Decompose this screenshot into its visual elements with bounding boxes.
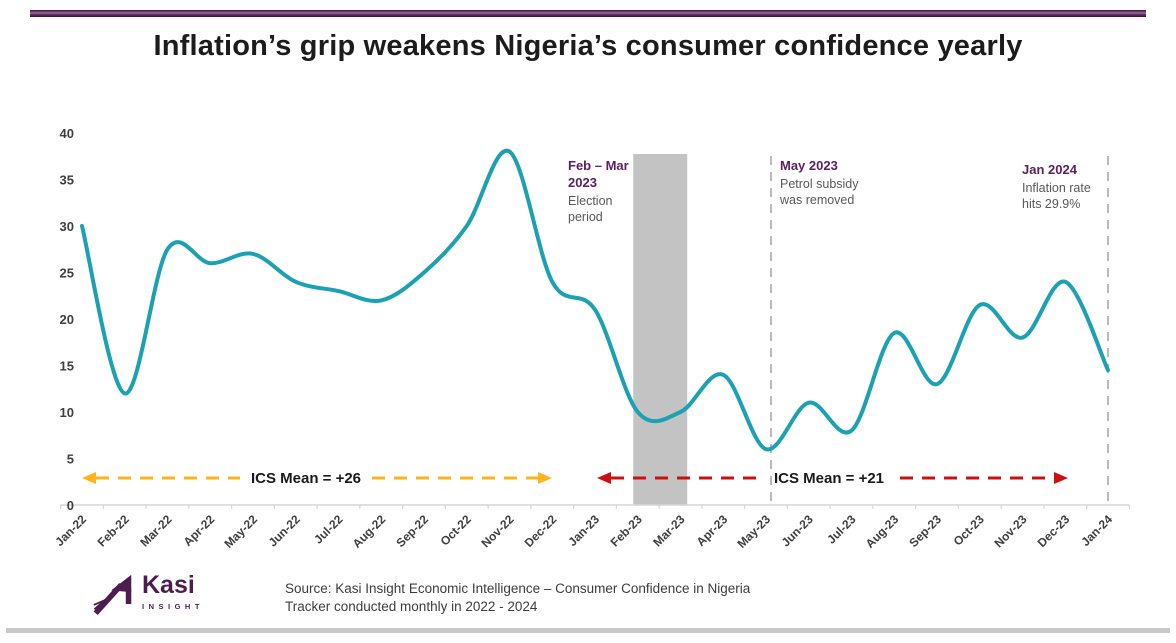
annotation-inflation-rate: Jan 2024 Inflation rate hits 29.9% [1022, 162, 1106, 212]
y-tick-label: 40 [60, 126, 74, 141]
x-tick-label: Jan-22 [52, 512, 89, 549]
x-tick-label: Aug-23 [863, 512, 902, 551]
y-tick-label: 30 [60, 219, 74, 234]
annotation-body: Petrol subsidy was removed [780, 176, 859, 208]
x-tick-label: Dec-22 [522, 512, 560, 550]
x-tick-label: Jun-23 [779, 512, 816, 549]
kasi-logo: Kasi INSIGHT [92, 571, 204, 616]
x-tick-label: Oct-22 [438, 512, 475, 549]
chart-area: 0 5 10 15 20 25 30 35 40 Jan-22 Feb-22 Mar-22 Apr-22… [0, 120, 1176, 568]
x-tick-label: Nov-23 [991, 512, 1029, 550]
y-tick-label: 5 [67, 452, 74, 467]
kasi-arrow-logo-icon [93, 574, 132, 616]
annotation-body: Election period [568, 193, 613, 225]
x-tick-label: Mar-22 [137, 512, 174, 549]
arrowhead-right-icon [1054, 472, 1068, 484]
annotation-election-period: Feb – Mar 2023 Election period [568, 158, 642, 225]
top-accent-bar [30, 10, 1146, 17]
kasi-logo-text: Kasi INSIGHT [142, 571, 204, 611]
logo-subtext: INSIGHT [142, 601, 204, 611]
x-tick-label: Feb-23 [608, 512, 645, 549]
y-tick-label: 35 [60, 173, 74, 188]
chart-title: Inflation’s grip weakens Nigeria’s consu… [153, 30, 1023, 62]
y-tick-label: 15 [60, 359, 74, 374]
x-tick-label: Mar-23 [650, 512, 687, 549]
x-tick-label: Apr-23 [694, 512, 731, 549]
footer: Kasi INSIGHT Source: Kasi Insight Econom… [0, 570, 1176, 625]
y-tick-label: 10 [60, 405, 74, 420]
x-tick-label: Jul-23 [824, 512, 859, 547]
annotation-heading: May 2023 [780, 158, 838, 173]
x-tick-label: Jan-24 [1078, 512, 1115, 549]
logo-name: Kasi [142, 571, 195, 599]
consumer-confidence-line-chart: 0 5 10 15 20 25 30 35 40 Jan-22 Feb-22 Mar-22 Apr-22… [52, 126, 1130, 551]
annotation-body: Inflation rate hits 29.9% [1022, 180, 1091, 212]
x-tick-label: Feb-22 [95, 512, 132, 549]
ics-line-series [80, 148, 1110, 452]
source-note: Source: Kasi Insight Economic Intelligen… [285, 580, 750, 616]
x-tick-label: Nov-22 [478, 512, 516, 550]
x-tick-label: Dec-23 [1035, 512, 1073, 550]
y-tick-label: 25 [60, 266, 74, 281]
source-line-1: Source: Kasi Insight Economic Intelligen… [285, 581, 751, 596]
election-period-band [633, 154, 688, 505]
x-tick-label: Jul-22 [311, 512, 346, 547]
x-tick-label: Sep-23 [906, 512, 944, 550]
x-tick-label: Jan-23 [565, 512, 602, 549]
x-tick-label: Apr-22 [181, 512, 218, 549]
x-tick-label: May-23 [734, 512, 773, 551]
arrowhead-right-icon [538, 472, 552, 484]
ics-mean-label: ICS Mean = +21 [774, 470, 884, 487]
x-tick-label: Sep-22 [393, 512, 431, 550]
annotation-petrol-subsidy: May 2023 Petrol subsidy was removed [780, 158, 890, 208]
x-tick-label: Oct-23 [951, 512, 988, 549]
x-tick-label: Aug-22 [350, 512, 389, 551]
bottom-accent-bar [6, 628, 1170, 633]
arrowhead-left-icon [597, 472, 611, 484]
y-tick-label: 0 [67, 498, 74, 513]
ics-mean-label: ICS Mean = +26 [251, 470, 361, 487]
annotation-heading: Jan 2024 [1022, 162, 1077, 177]
x-tick-label: May-22 [221, 512, 260, 551]
source-line-2: Tracker conducted monthly in 2022 - 2024 [285, 599, 538, 615]
y-tick-label: 20 [60, 312, 74, 327]
annotation-heading: Feb – Mar 2023 [568, 158, 629, 190]
arrowhead-left-icon [82, 472, 96, 484]
x-tick-label: Jun-22 [266, 512, 303, 549]
